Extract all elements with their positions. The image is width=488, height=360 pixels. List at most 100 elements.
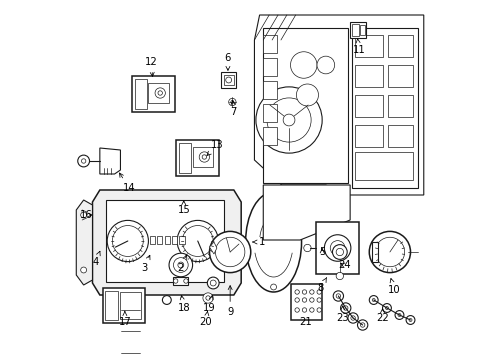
Bar — [132, 76, 175, 112]
Circle shape — [347, 313, 358, 323]
Circle shape — [316, 290, 321, 294]
Circle shape — [350, 316, 355, 320]
Circle shape — [228, 98, 236, 106]
Bar — [351, 28, 417, 188]
Text: 12: 12 — [145, 57, 158, 76]
Text: 11: 11 — [352, 39, 365, 55]
Circle shape — [203, 293, 213, 303]
Ellipse shape — [245, 192, 301, 292]
Circle shape — [155, 88, 165, 98]
Text: 7: 7 — [230, 100, 237, 117]
Circle shape — [371, 298, 374, 301]
Bar — [191, 206, 207, 221]
Text: 17: 17 — [118, 311, 131, 327]
Text: 24: 24 — [337, 260, 350, 270]
Circle shape — [81, 159, 86, 163]
Bar — [179, 143, 191, 173]
Circle shape — [343, 306, 347, 310]
Text: 8: 8 — [317, 278, 326, 293]
Ellipse shape — [296, 84, 318, 106]
Polygon shape — [76, 200, 92, 285]
Bar — [178, 203, 188, 225]
Bar — [102, 288, 145, 323]
Text: 18: 18 — [177, 296, 190, 313]
Circle shape — [270, 284, 276, 290]
Text: 9: 9 — [226, 285, 233, 317]
Circle shape — [162, 296, 171, 305]
Bar — [263, 58, 276, 76]
Bar — [173, 277, 188, 285]
Bar — [150, 236, 155, 244]
Circle shape — [283, 114, 294, 126]
Polygon shape — [100, 148, 120, 174]
Bar — [349, 22, 366, 38]
Bar — [176, 140, 219, 176]
Bar — [387, 65, 412, 87]
Bar — [105, 200, 223, 282]
Text: 13: 13 — [206, 140, 224, 156]
Text: 3: 3 — [141, 255, 150, 273]
Circle shape — [316, 308, 321, 312]
Circle shape — [309, 308, 313, 312]
Text: 19: 19 — [202, 296, 215, 313]
Bar — [148, 83, 169, 103]
Polygon shape — [209, 242, 217, 254]
Circle shape — [335, 248, 343, 256]
Circle shape — [81, 212, 86, 218]
Bar — [135, 79, 147, 109]
Bar — [105, 291, 118, 320]
Text: 6: 6 — [224, 53, 231, 70]
Circle shape — [335, 272, 343, 280]
Bar — [371, 242, 377, 262]
Text: 16: 16 — [80, 210, 93, 220]
Circle shape — [158, 91, 162, 95]
Circle shape — [230, 100, 233, 103]
Bar — [223, 75, 233, 85]
Circle shape — [332, 245, 346, 259]
Circle shape — [81, 267, 86, 273]
Bar — [355, 65, 383, 87]
Circle shape — [209, 231, 250, 273]
Bar — [157, 236, 162, 244]
Circle shape — [199, 152, 209, 162]
Text: 21: 21 — [299, 317, 312, 327]
Circle shape — [205, 296, 210, 300]
Bar — [179, 236, 184, 244]
Bar — [176, 200, 210, 228]
Circle shape — [169, 253, 192, 277]
Circle shape — [408, 319, 411, 321]
Circle shape — [316, 298, 321, 302]
Circle shape — [215, 237, 244, 267]
Circle shape — [316, 56, 334, 74]
Circle shape — [294, 298, 299, 302]
Bar — [355, 35, 383, 57]
Bar — [120, 292, 141, 319]
Circle shape — [112, 225, 143, 256]
Circle shape — [316, 235, 326, 245]
Text: 10: 10 — [387, 279, 400, 295]
Circle shape — [309, 290, 313, 294]
Text: 15: 15 — [177, 201, 190, 215]
Circle shape — [385, 306, 387, 310]
Circle shape — [290, 52, 316, 78]
Circle shape — [78, 155, 89, 167]
Bar — [355, 95, 383, 117]
Bar — [172, 236, 177, 244]
Circle shape — [303, 244, 310, 252]
Polygon shape — [254, 15, 423, 195]
Text: 4: 4 — [92, 251, 100, 267]
Circle shape — [319, 238, 324, 242]
Circle shape — [302, 308, 306, 312]
Bar — [86, 208, 101, 222]
Circle shape — [183, 279, 188, 283]
Text: 22: 22 — [375, 309, 388, 323]
Circle shape — [382, 303, 390, 312]
Circle shape — [294, 290, 299, 294]
Circle shape — [368, 231, 409, 273]
Circle shape — [368, 296, 377, 305]
Circle shape — [405, 316, 414, 324]
Circle shape — [202, 155, 206, 159]
Circle shape — [294, 308, 299, 312]
Bar — [351, 24, 358, 36]
Bar — [263, 28, 347, 183]
